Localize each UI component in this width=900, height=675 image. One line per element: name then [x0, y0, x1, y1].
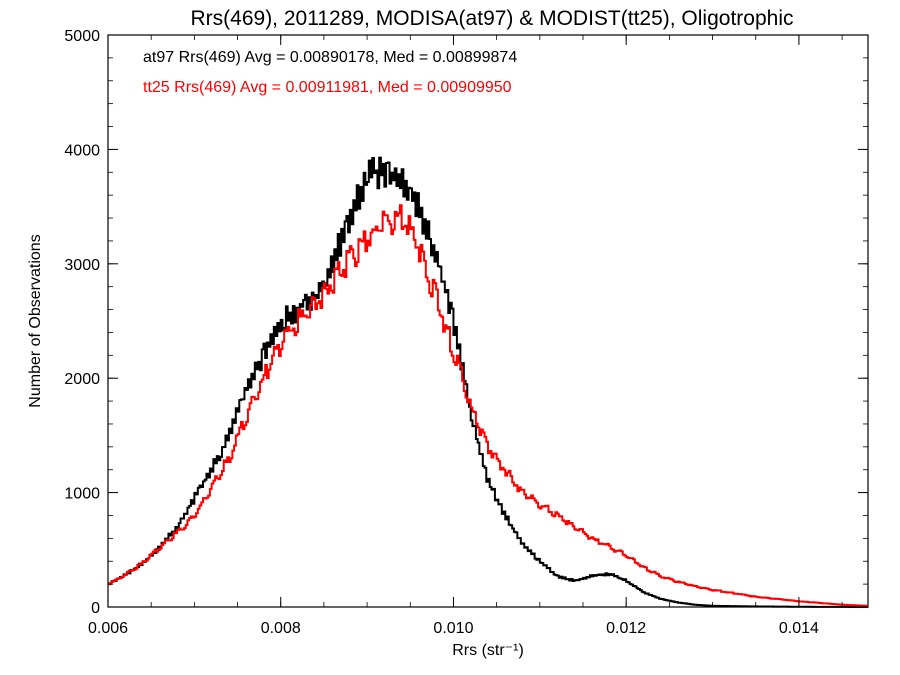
y-tick-label: 5000	[64, 28, 100, 45]
series-tt25-line	[108, 204, 868, 607]
x-tick-label: 0.012	[606, 620, 646, 637]
y-tick-label: 4000	[64, 142, 100, 159]
series-layer	[108, 156, 868, 608]
x-tick-label: 0.006	[88, 620, 128, 637]
chart-title: Rrs(469), 2011289, MODISA(at97) & MODIST…	[191, 7, 794, 30]
plot-frame	[107, 34, 869, 608]
x-tick-label: 0.010	[433, 620, 473, 637]
x-axis-label: Rrs (str⁻¹)	[452, 642, 524, 659]
y-axis-label: Number of Observations	[27, 234, 44, 407]
y-tick-label: 0	[91, 600, 100, 617]
series-at97-line	[108, 156, 868, 608]
x-axis: 0.006 0.008 0.010 0.012 0.014	[88, 35, 843, 637]
x-tick-label: 0.008	[261, 620, 301, 637]
plot-border	[107, 34, 869, 608]
y-tick-label: 3000	[64, 257, 100, 274]
annotation-at97: at97 Rrs(469) Avg = 0.00890178, Med = 0.…	[143, 49, 517, 66]
annotation-tt25: tt25 Rrs(469) Avg = 0.00911981, Med = 0.…	[143, 79, 512, 96]
y-tick-label: 2000	[64, 371, 100, 388]
y-axis: 0 1000 2000 3000 4000 5000	[64, 28, 868, 617]
y-tick-label: 1000	[64, 486, 100, 503]
x-tick-label: 0.014	[779, 620, 819, 637]
